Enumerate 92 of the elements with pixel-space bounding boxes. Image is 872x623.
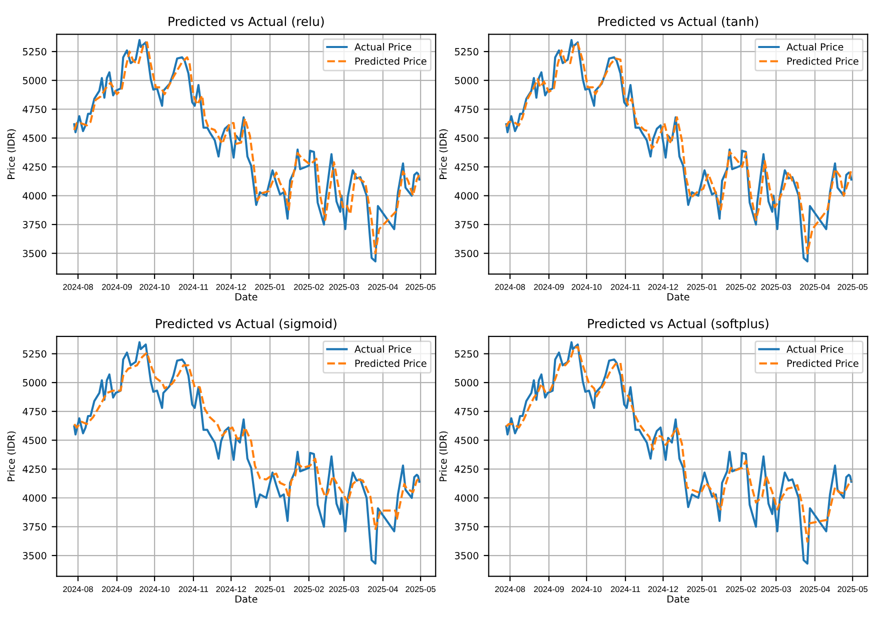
x-tick-label: 2024-11	[178, 586, 208, 592]
x-tick-label: 2024-09	[102, 284, 132, 290]
y-tick-label: 3500	[454, 250, 478, 258]
y-tick-label: 5250	[454, 350, 478, 358]
y-tick-label: 4750	[454, 106, 478, 114]
legend-label: Predicted Price	[355, 57, 426, 65]
x-axis-title: Date	[668, 293, 690, 300]
x-tick-label: 2024-10	[140, 284, 170, 290]
x-tick-label: 2025-03	[761, 284, 791, 290]
legend-label: Actual Price	[354, 345, 412, 353]
y-tick-label: 3750	[454, 523, 478, 531]
y-tick-label: 3750	[22, 523, 46, 531]
legend-label: Actual Price	[354, 43, 412, 51]
x-tick-label: 2025-01	[687, 284, 717, 290]
x-tick-label: 2024-11	[610, 284, 640, 290]
y-tick-label: 5000	[22, 379, 46, 386]
x-tick-label: 2024-09	[534, 284, 564, 290]
chart-title: Predicted vs Actual (tanh)	[598, 16, 758, 28]
y-tick-label: 4750	[454, 408, 478, 416]
y-tick-label: 5250	[22, 48, 46, 56]
x-tick-label: 2025-05	[406, 284, 436, 290]
x-axis-title: Date	[235, 595, 258, 603]
y-axis-title: Price (IDR)	[439, 431, 448, 482]
y-axis-title: Price (IDR)	[439, 129, 448, 179]
x-tick-label: 2024-12	[648, 586, 678, 592]
y-tick-label: 3750	[454, 220, 478, 228]
x-tick-label: 2024-08	[495, 284, 525, 290]
x-tick-label: 2024-09	[102, 586, 132, 592]
y-tick-label: 5000	[454, 379, 478, 386]
x-tick-label: 2025-05	[406, 586, 436, 592]
y-tick-label: 4500	[454, 436, 478, 444]
y-tick-label: 5000	[22, 76, 46, 84]
x-tick-label: 2024-12	[216, 284, 246, 290]
y-tick-label: 4750	[22, 106, 46, 114]
y-tick-label: 4500	[22, 436, 46, 444]
legend-label: Actual Price	[786, 43, 844, 51]
y-tick-label: 4000	[454, 494, 478, 502]
x-tick-label: 2024-11	[178, 284, 208, 290]
x-tick-label: 2025-02	[726, 586, 756, 592]
y-tick-label: 3500	[22, 552, 46, 560]
y-tick-label: 3750	[22, 220, 46, 228]
y-tick-label: 4500	[454, 134, 478, 142]
chart-title: Predicted vs Actual (softplus)	[588, 318, 768, 331]
y-tick-label: 4250	[454, 163, 478, 171]
legend-label: Actual Price	[786, 345, 844, 353]
x-tick-label: 2025-01	[255, 284, 285, 290]
x-tick-label: 2025-05	[838, 586, 868, 592]
chart-title: Predicted vs Actual (sigmoid)	[156, 318, 336, 331]
y-tick-label: 3500	[454, 552, 478, 560]
x-tick-label: 2025-02	[726, 284, 756, 290]
x-tick-label: 2024-09	[534, 586, 564, 592]
y-tick-label: 5250	[454, 48, 478, 56]
x-axis-title: Date	[235, 293, 258, 300]
x-tick-label: 2025-04	[800, 284, 830, 290]
x-tick-label: 2025-03	[761, 586, 791, 592]
x-tick-label: 2025-05	[838, 284, 868, 290]
x-tick-label: 2025-04	[368, 586, 398, 592]
x-tick-label: 2025-03	[329, 586, 359, 592]
y-tick-label: 4250	[454, 466, 478, 473]
x-tick-label: 2025-04	[800, 586, 830, 592]
x-tick-label: 2025-03	[329, 284, 359, 290]
y-tick-label: 4000	[22, 192, 46, 200]
legend-label: Predicted Price	[787, 359, 858, 367]
y-tick-label: 5250	[22, 350, 46, 358]
y-tick-label: 4250	[22, 163, 46, 171]
x-tick-label: 2024-08	[63, 284, 93, 290]
x-tick-label: 2024-10	[572, 586, 602, 592]
x-tick-label: 2024-11	[610, 586, 640, 592]
y-axis-title: Price (IDR)	[7, 129, 16, 179]
x-tick-label: 2025-02	[294, 284, 324, 290]
y-tick-label: 4750	[22, 408, 46, 416]
y-tick-label: 4500	[22, 134, 46, 142]
x-tick-label: 2024-08	[495, 586, 525, 592]
y-tick-label: 4250	[22, 466, 46, 473]
x-tick-label: 2024-10	[572, 284, 602, 290]
x-tick-label: 2025-01	[687, 586, 717, 592]
x-tick-label: 2025-02	[294, 586, 324, 592]
x-tick-label: 2024-12	[648, 284, 678, 290]
y-tick-label: 5000	[454, 76, 478, 84]
y-axis-title: Price (IDR)	[7, 431, 16, 482]
x-tick-label: 2024-08	[63, 586, 93, 592]
legend-label: Predicted Price	[355, 359, 426, 367]
y-tick-label: 4000	[454, 192, 478, 200]
y-tick-label: 3500	[22, 250, 46, 258]
x-tick-label: 2025-01	[255, 586, 285, 592]
x-axis-title: Date	[668, 595, 690, 603]
legend-label: Predicted Price	[787, 57, 858, 65]
x-tick-label: 2024-10	[140, 586, 170, 592]
chart-title: Predicted vs Actual (relu)	[168, 16, 324, 28]
x-tick-label: 2024-12	[216, 586, 246, 592]
x-tick-label: 2025-04	[368, 284, 398, 290]
y-tick-label: 4000	[22, 494, 46, 502]
